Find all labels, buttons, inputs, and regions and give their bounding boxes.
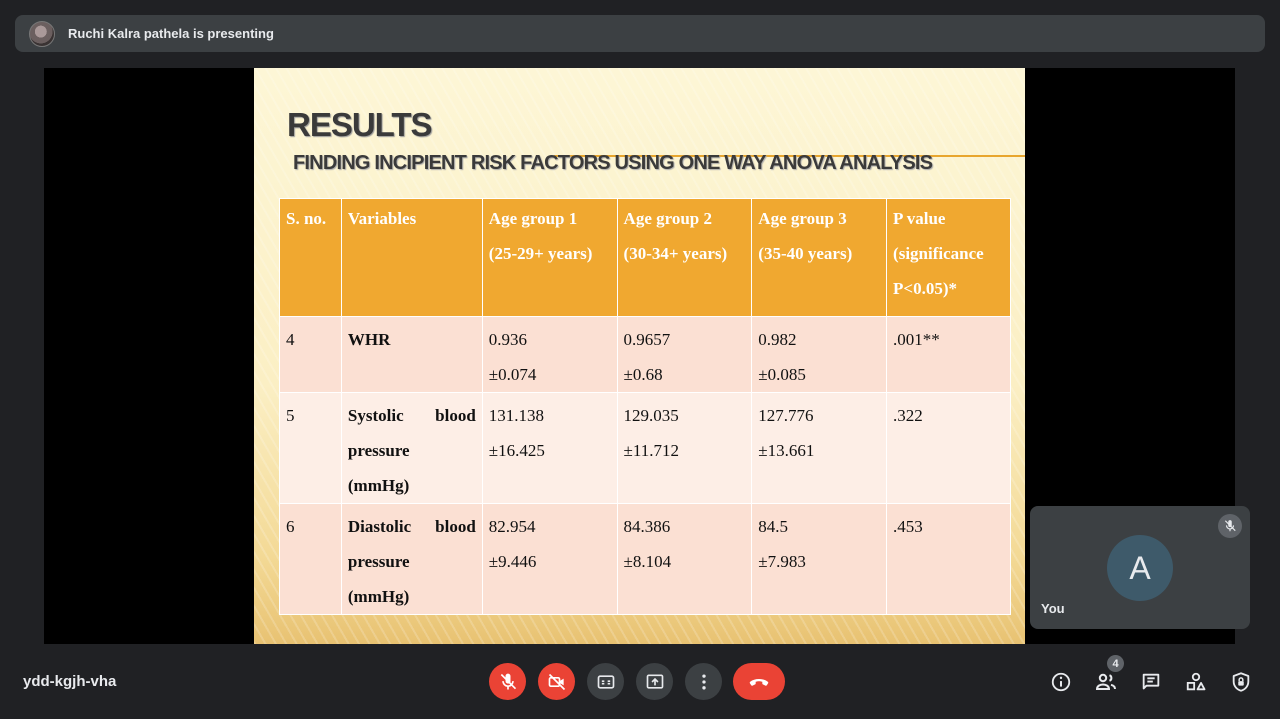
header-age-group-1: Age group 1 (25-29+ years) (481, 198, 618, 317)
leave-call-button[interactable] (733, 663, 785, 700)
cell-variable: Systolic blood pressure (mmHg) (340, 392, 483, 504)
cell-p-value: .001** (886, 316, 1011, 393)
call-end-icon (749, 678, 769, 686)
header-variables: Variables (340, 198, 483, 317)
cell-p-value: .322 (886, 392, 1011, 504)
chat-icon (1142, 673, 1160, 690)
slide-title: RESULTS (287, 106, 433, 143)
present-screen-icon (646, 674, 663, 689)
participants-count-badge: 4 (1107, 655, 1124, 672)
self-label: You (1041, 601, 1065, 616)
meeting-code[interactable]: ydd-kgjh-vha (23, 673, 117, 690)
cell-variable: WHR (340, 316, 483, 393)
self-avatar: A (1107, 535, 1173, 601)
activities-icon (1186, 672, 1206, 691)
cell-p-value: .453 (886, 503, 1011, 615)
cell-age-group-3: 0.982 ±0.085 (751, 316, 888, 393)
table-row: 4 WHR 0.936 ±0.074 0.9657 ±0.68 0.982 ±0.08… (279, 316, 1011, 393)
presenter-avatar (29, 20, 55, 47)
cell-sno: 6 (279, 503, 342, 615)
mic-off-icon (500, 673, 516, 689)
slide-subtitle: FINDING INCIPIENT RISK FACTORS USING ONE… (293, 152, 933, 174)
mic-off-icon (1218, 514, 1242, 538)
cell-age-group-2: 84.386 ±8.104 (616, 503, 753, 615)
results-table: S. no. Variables Age group 1 (25-29+ year… (279, 198, 1011, 615)
cell-age-group-1: 0.936 ±0.074 (481, 316, 618, 393)
microphone-toggle-button[interactable] (489, 663, 526, 700)
header-sno: S. no. (279, 198, 342, 317)
people-icon (1095, 673, 1116, 690)
cell-age-group-1: 82.954 ±9.446 (481, 503, 618, 615)
camera-toggle-button[interactable] (538, 663, 575, 700)
presenter-banner: Ruchi Kalra pathela is presenting (15, 15, 1265, 52)
table-row: 6 Diastolic blood pressure (mmHg) 82.954 ±9… (279, 503, 1011, 615)
info-icon (1051, 672, 1071, 692)
cell-age-group-3: 127.776 ±13.661 (751, 392, 888, 504)
camera-off-icon (548, 673, 565, 690)
header-p-value: P value (significance P<0.05)* (886, 198, 1011, 317)
host-controls-icon (1232, 672, 1250, 692)
captions-button[interactable] (587, 663, 624, 700)
meeting-details-button[interactable] (1046, 667, 1076, 697)
people-button[interactable] (1091, 667, 1121, 697)
header-age-group-3: Age group 3 (35-40 years) (751, 198, 888, 317)
activities-button[interactable] (1181, 667, 1211, 697)
present-screen-button[interactable] (636, 663, 673, 700)
more-options-button[interactable] (685, 663, 722, 700)
captions-icon (597, 674, 614, 689)
cell-sno: 5 (279, 392, 342, 504)
title-rule (554, 155, 1025, 157)
cell-variable: Diastolic blood pressure (mmHg) (340, 503, 483, 615)
table-row: 5 Systolic blood pressure (mmHg) 131.138 ±1… (279, 392, 1011, 504)
chat-button[interactable] (1136, 667, 1166, 697)
table-header-row: S. no. Variables Age group 1 (25-29+ year… (279, 198, 1011, 317)
more-vert-icon (701, 674, 706, 689)
presenter-banner-text: Ruchi Kalra pathela is presenting (68, 26, 274, 41)
host-controls-button[interactable] (1226, 667, 1256, 697)
self-view-tile[interactable]: A You (1030, 506, 1250, 629)
header-age-group-2: Age group 2 (30-34+ years) (616, 198, 753, 317)
shared-slide: RESULTS FINDING INCIPIENT RISK FACTORS U… (254, 68, 1025, 644)
cell-age-group-2: 0.9657 ±0.68 (616, 316, 753, 393)
cell-sno: 4 (279, 316, 342, 393)
cell-age-group-2: 129.035 ±11.712 (616, 392, 753, 504)
cell-age-group-1: 131.138 ±16.425 (481, 392, 618, 504)
cell-age-group-3: 84.5 ±7.983 (751, 503, 888, 615)
